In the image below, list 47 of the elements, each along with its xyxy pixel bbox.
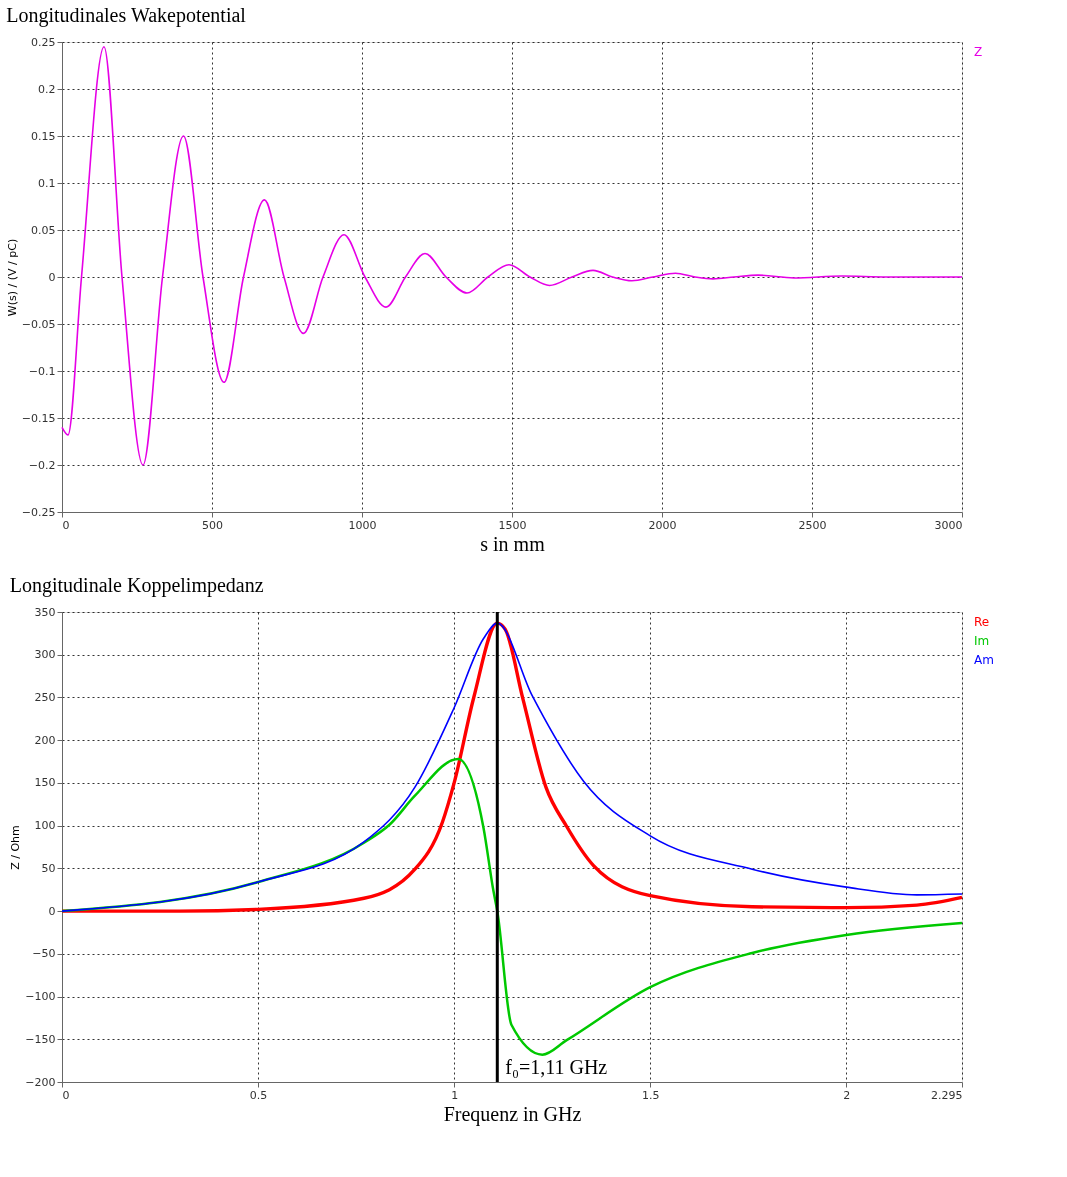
y-tick-label: 0.15: [31, 129, 56, 143]
y-tick-label: −50: [32, 947, 56, 961]
x-axis-title: Frequenz in GHz: [443, 1102, 582, 1126]
chart-title: Longitudinale Koppelimpedanz: [9, 574, 264, 597]
y-tick-label: −200: [25, 1075, 56, 1089]
text: Am: [974, 653, 994, 667]
x-tick-label: 2000: [648, 518, 677, 532]
y-tick-label: 0.1: [38, 176, 56, 190]
ref-line-label: f₀=1,11 GHz: [505, 1056, 608, 1078]
text: Im: [974, 634, 990, 648]
y-tick-label: 250: [34, 690, 56, 704]
y-axis-title: W(s) / (V / pC): [5, 238, 19, 317]
y-tick-label: 300: [34, 648, 56, 662]
text: Z: [974, 45, 983, 59]
y-tick-label: −0.15: [21, 411, 56, 425]
x-tick-label: 1000: [348, 518, 377, 532]
x-tick-label: 2: [843, 1088, 851, 1102]
y-tick-label: −0.1: [28, 364, 56, 378]
x-axis-title: s in mm: [480, 532, 546, 555]
y-tick-label: 200: [34, 733, 56, 747]
y-tick-label: 50: [41, 861, 56, 875]
x-tick-label: 0: [62, 1088, 70, 1102]
y-tick-label: −0.05: [21, 317, 56, 331]
y-tick-label: 0.05: [31, 223, 56, 237]
x-tick-label: 1: [451, 1088, 459, 1102]
x-tick-label: 1500: [498, 518, 527, 532]
x-tick-label: 1.5: [641, 1088, 660, 1102]
y-tick-label: 0: [48, 270, 56, 284]
y-tick-label: −0.2: [28, 458, 56, 472]
text: Re: [974, 615, 990, 629]
y-tick-label: −150: [25, 1032, 56, 1046]
y-tick-label: 100: [34, 819, 56, 833]
y-tick-label: 0: [48, 904, 56, 918]
y-axis-title: Z / Ohm: [9, 825, 23, 870]
y-tick-label: −100: [25, 990, 56, 1004]
y-tick-label: −0.25: [21, 505, 56, 519]
y-tick-label: 150: [34, 776, 56, 790]
chart-title: Longitudinales Wakepotential: [6, 4, 247, 27]
y-tick-label: 350: [34, 605, 56, 619]
x-tick-label: 3000: [934, 518, 963, 532]
y-tick-label: 0.25: [31, 35, 56, 49]
x-tick-label: 2.295: [931, 1088, 963, 1102]
y-tick-label: 0.2: [38, 82, 56, 96]
x-tick-label: 0: [62, 518, 70, 532]
x-tick-label: 0.5: [249, 1088, 268, 1102]
x-tick-label: 2500: [798, 518, 827, 532]
x-tick-label: 500: [202, 518, 223, 532]
